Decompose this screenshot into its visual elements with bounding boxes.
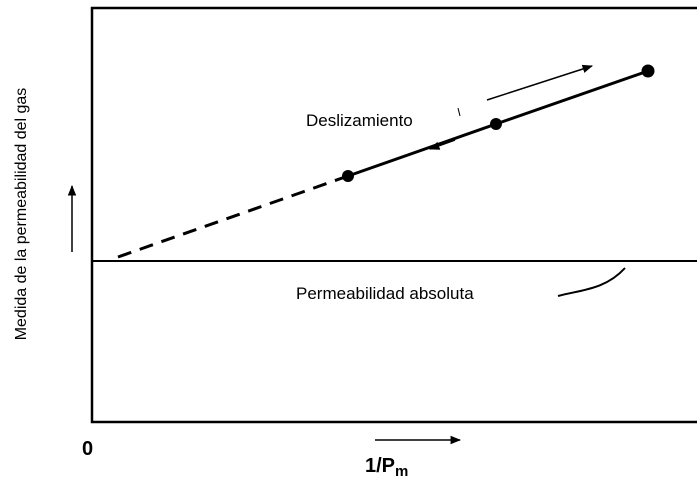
data-point bbox=[490, 118, 502, 130]
absolute-label: Permeabilidad absoluta bbox=[296, 284, 474, 303]
extrapolation-line bbox=[117, 174, 349, 259]
x-axis-label: 1/Pm bbox=[365, 455, 408, 480]
x-axis-label-sub: m bbox=[395, 463, 408, 480]
slip-label: Deslizamiento bbox=[306, 111, 413, 130]
pointer-curve bbox=[557, 267, 626, 297]
direction-arrow bbox=[486, 64, 593, 101]
x-axis-label-main: 1/P bbox=[365, 455, 395, 477]
origin-label: 0 bbox=[82, 438, 93, 460]
tick-mark bbox=[457, 107, 461, 117]
y-axis-label: Medida de la permeabilidad del gas bbox=[13, 88, 30, 341]
slip-arrow bbox=[429, 139, 456, 150]
plot-frame bbox=[90, 6, 697, 424]
data-point bbox=[342, 170, 354, 182]
data-point bbox=[641, 64, 655, 78]
